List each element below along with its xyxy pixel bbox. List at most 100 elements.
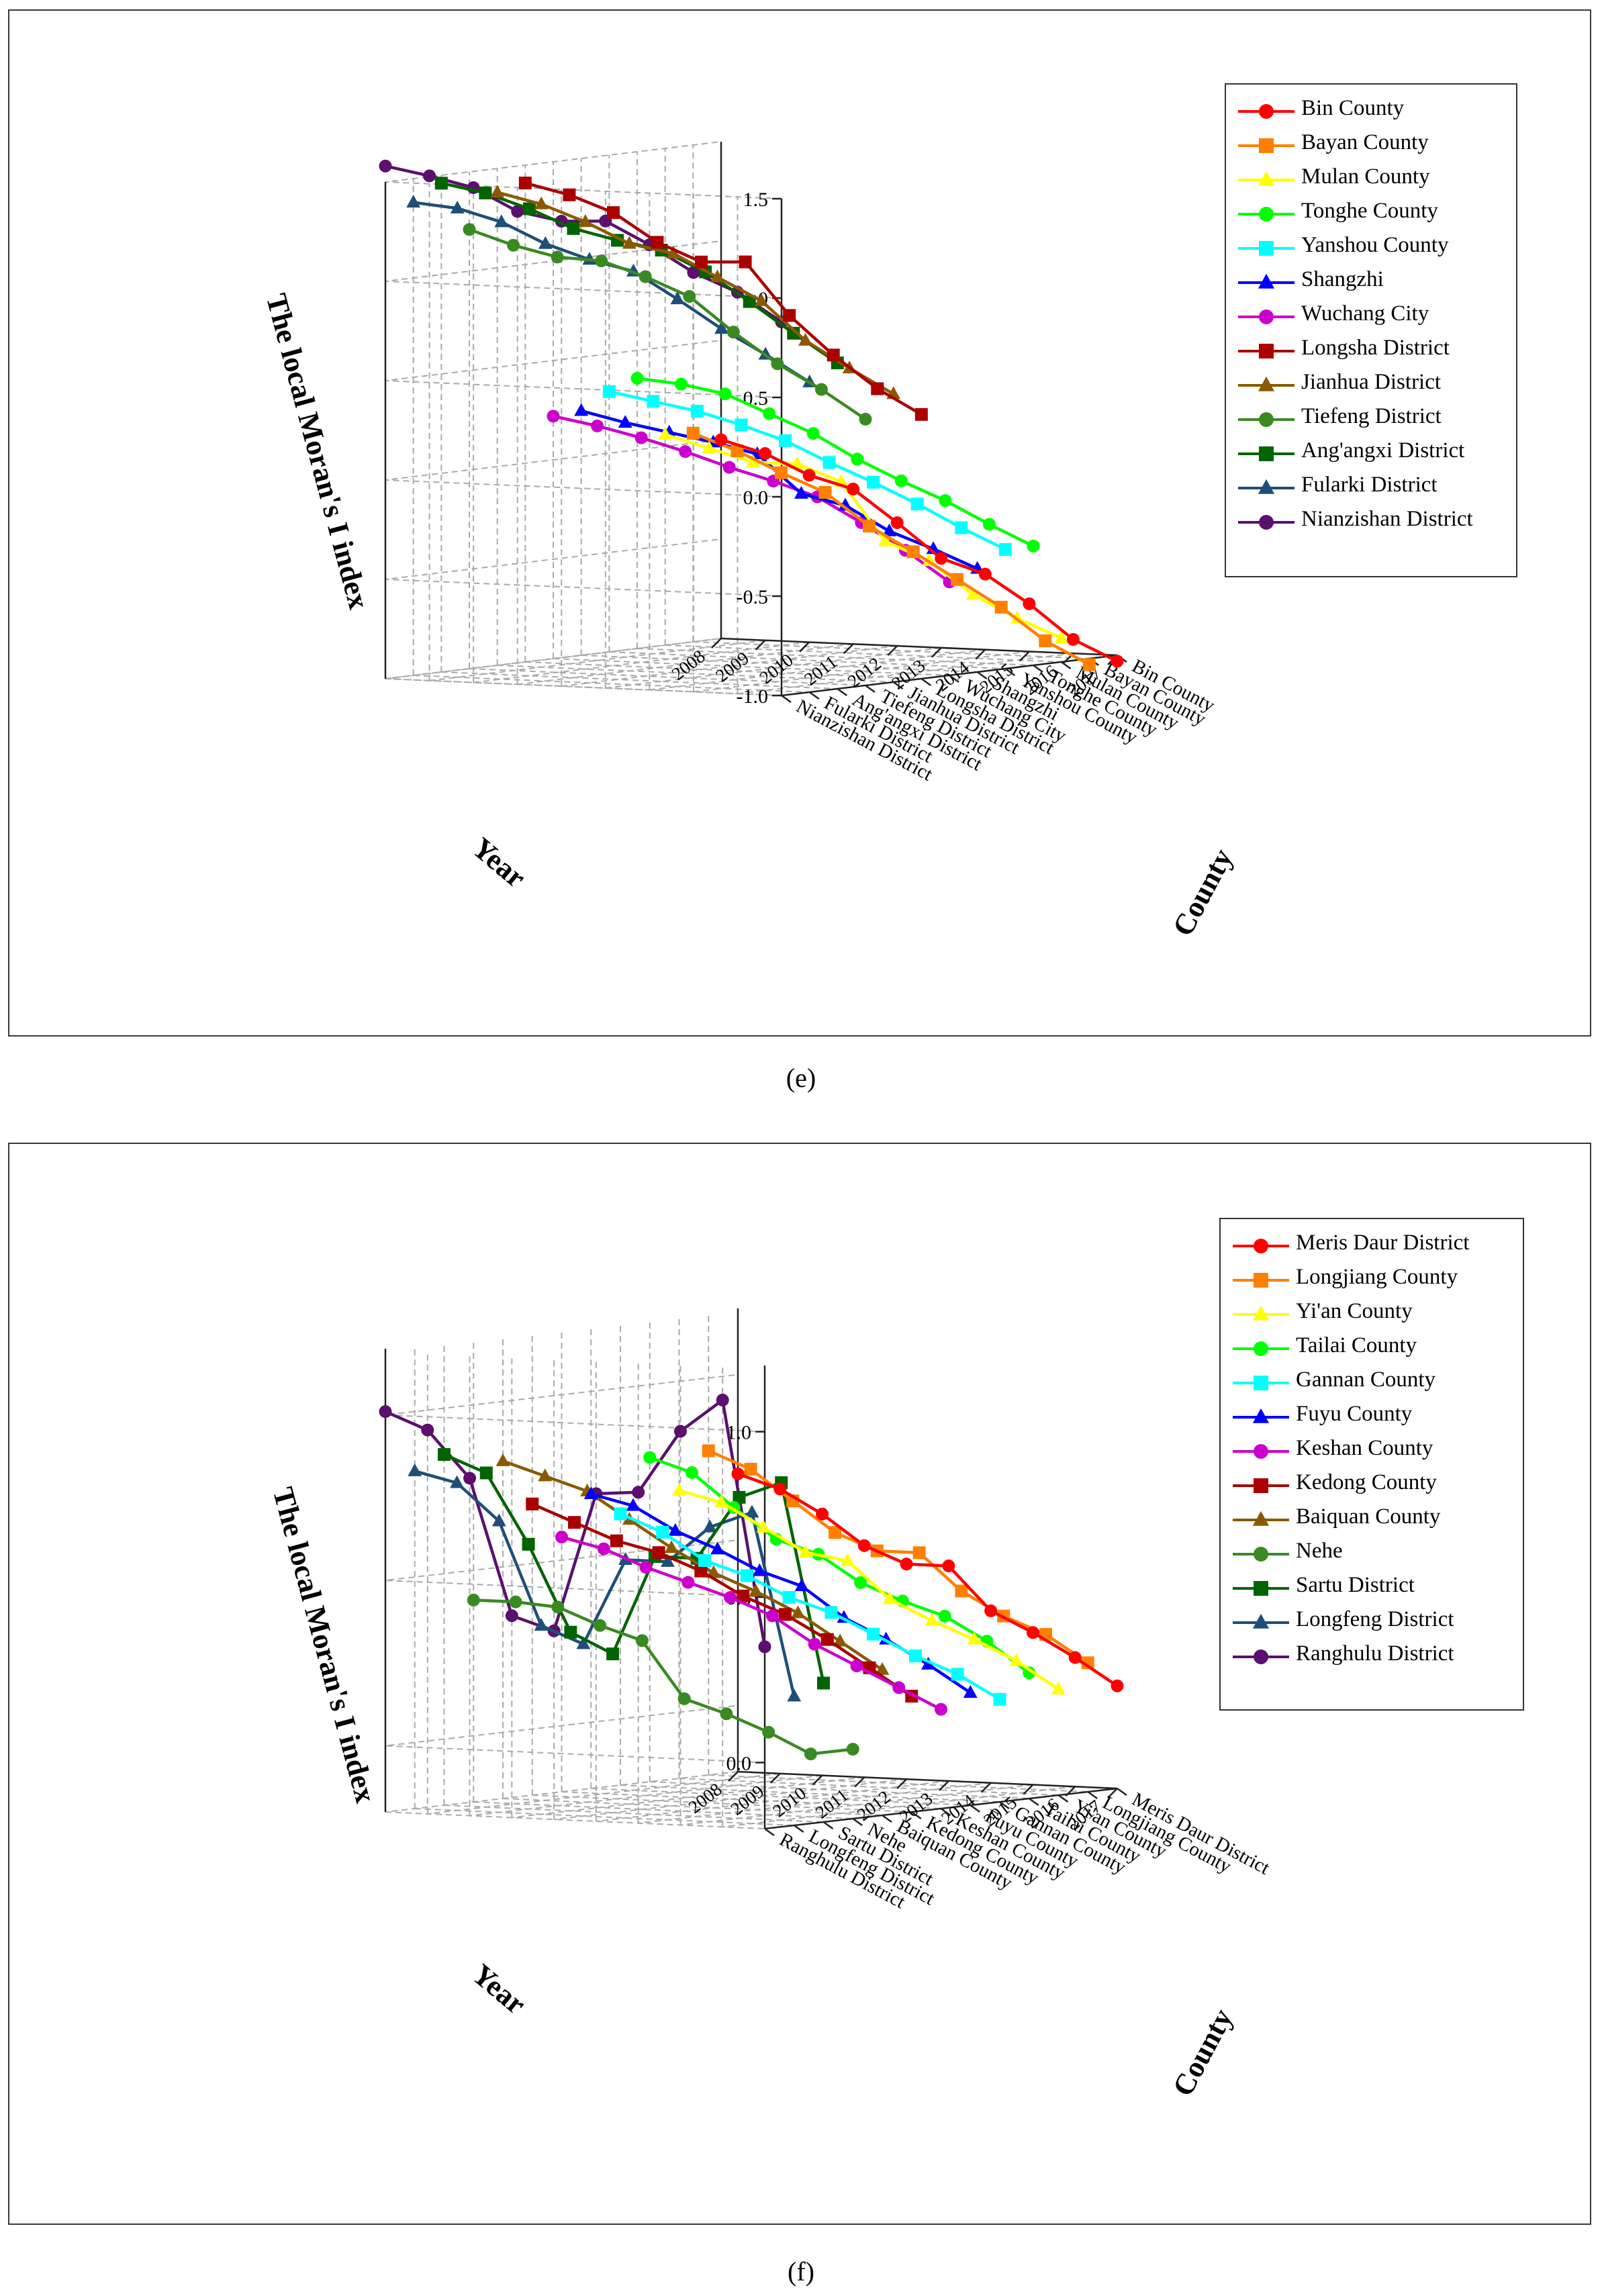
county-axis-title: County <box>1166 843 1239 941</box>
data-point <box>758 1640 771 1654</box>
legend-label: Keshan County <box>1296 1436 1433 1460</box>
data-point <box>726 326 740 339</box>
data-point <box>850 1659 863 1672</box>
data-point <box>894 474 908 487</box>
legend-entry: Ranghulu District <box>1221 1639 1523 1674</box>
legend-marker <box>1254 1478 1268 1493</box>
data-point <box>1082 658 1096 671</box>
data-point <box>900 1558 913 1571</box>
data-point <box>490 185 505 198</box>
legend-entry: Wuchang City <box>1226 299 1516 334</box>
legend-label: Ranghulu District <box>1296 1641 1454 1666</box>
legend-marker-shape <box>1252 1511 1270 1526</box>
chart-f-plot: 0.00.51.02008200920102011201220132014201… <box>267 1308 1273 2101</box>
data-point <box>681 1576 695 1589</box>
data-point <box>754 293 769 306</box>
legend-marker-shape <box>1258 273 1275 289</box>
data-point <box>746 454 761 467</box>
data-point <box>756 1519 771 1533</box>
data-point <box>564 1625 577 1639</box>
legend-entry: Longjiang County <box>1221 1263 1523 1297</box>
data-point <box>534 196 549 209</box>
county-axis-title: County <box>1166 2003 1239 2101</box>
data-point <box>664 1540 679 1553</box>
series-keshan-county <box>555 1531 947 1716</box>
legend-marker-shape <box>1252 1613 1270 1629</box>
data-point <box>921 1656 935 1670</box>
data-point <box>714 433 728 446</box>
chart-f-legend: Meris Daur District Longjiang County Yi'an… <box>1219 1218 1524 1711</box>
legend-entry: Tiefeng District <box>1226 402 1516 436</box>
data-point <box>890 516 904 530</box>
data-point <box>686 426 700 440</box>
series-line <box>620 1512 1001 1701</box>
data-point <box>538 1468 553 1482</box>
legend-label: Yanshou County <box>1301 233 1449 257</box>
data-point <box>666 246 681 259</box>
data-point <box>679 445 692 459</box>
data-point <box>702 1444 715 1457</box>
legend-label: Wuchang City <box>1301 301 1429 326</box>
data-point <box>935 552 948 565</box>
series-tailai-county <box>643 1451 1036 1680</box>
data-point <box>408 1463 422 1476</box>
data-point <box>694 1564 708 1578</box>
series-bayan-county <box>686 426 1096 671</box>
series-line <box>678 1489 1059 1691</box>
data-point <box>854 1576 867 1589</box>
data-point <box>1081 1656 1094 1670</box>
legend-label: Tiefeng District <box>1301 404 1442 428</box>
data-point <box>656 1525 669 1539</box>
legend-entry: Yanshou County <box>1226 231 1516 265</box>
data-point <box>632 1486 645 1499</box>
legend-entry: Nianzishan District <box>1226 505 1516 539</box>
legend-marker-shape <box>1254 1478 1268 1493</box>
data-point <box>794 485 808 499</box>
data-point <box>774 466 788 479</box>
data-point <box>595 254 608 268</box>
legend-marker <box>1252 1305 1270 1321</box>
legend-entry: Shangzhi <box>1226 265 1516 299</box>
legend-marker-shape <box>1252 1305 1270 1321</box>
legend-marker <box>1259 138 1274 153</box>
legend-marker <box>1258 171 1275 186</box>
data-point <box>1039 634 1052 648</box>
data-point <box>790 456 804 469</box>
data-point <box>634 431 648 444</box>
data-point <box>745 1504 759 1518</box>
data-point <box>955 1584 968 1598</box>
data-point <box>675 377 688 391</box>
legend-entry: Gannan County <box>1221 1366 1523 1400</box>
legend-marker-shape <box>1258 376 1275 391</box>
data-point <box>910 497 924 511</box>
series-line <box>414 1470 796 1697</box>
data-point <box>841 1553 855 1566</box>
legend-entry: Sartu District <box>1221 1571 1523 1605</box>
data-point <box>1054 630 1069 644</box>
legend-entry: Kedong County <box>1221 1468 1523 1502</box>
data-point <box>652 1546 665 1560</box>
series-line <box>720 438 1118 663</box>
data-point <box>568 1516 581 1529</box>
legend-label: Kedong County <box>1296 1470 1437 1494</box>
data-point <box>551 250 564 264</box>
legend-marker-shape <box>1259 138 1274 153</box>
data-point <box>816 1507 829 1521</box>
data-point <box>522 1537 535 1551</box>
data-point <box>626 1498 641 1511</box>
data-point <box>827 348 840 362</box>
data-point <box>743 295 756 308</box>
legend-marker <box>1258 273 1275 289</box>
data-point <box>494 214 509 228</box>
data-point <box>829 1526 842 1539</box>
series-meris-daur-district <box>731 1467 1124 1692</box>
data-point <box>731 444 744 458</box>
data-point <box>695 255 708 269</box>
legend-label: Bin County <box>1301 96 1405 120</box>
legend-marker-shape <box>1254 1273 1268 1288</box>
data-point <box>787 1688 802 1702</box>
data-point <box>434 177 448 190</box>
data-point <box>847 482 860 495</box>
data-point <box>875 1662 890 1675</box>
legend-marker-shape <box>1259 515 1274 530</box>
